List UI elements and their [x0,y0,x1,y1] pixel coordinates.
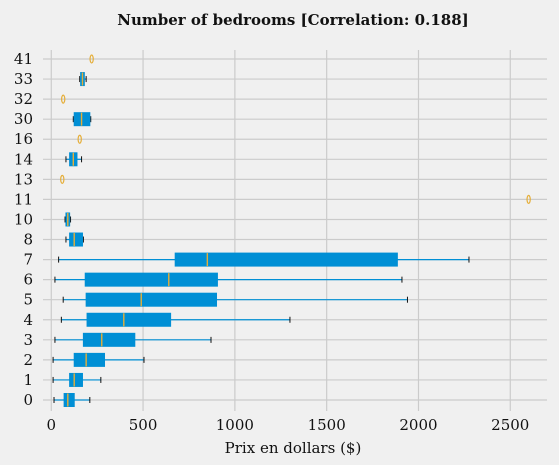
y-tick-label: 30 [14,110,33,128]
x-tick-label: 0 [46,416,56,434]
grid-lines [43,50,547,411]
x-tick-label: 1000 [216,416,254,434]
y-tick-label: 33 [14,70,33,88]
box-series [52,54,531,407]
box-iqr [63,393,75,407]
outlier-point [60,94,66,104]
outlier-point [77,134,82,144]
box-iqr [85,292,218,307]
y-tick-label: 1 [23,371,33,389]
box-iqr [69,232,83,247]
outlier-point [60,174,65,184]
y-tick-label: 10 [14,210,33,228]
y-tick-label: 13 [14,170,33,188]
x-tick-label: 2000 [399,416,437,434]
y-tick-label: 14 [14,150,33,168]
y-tick-label: 11 [14,190,33,208]
y-tick-label: 0 [23,391,33,409]
y-tick-label: 3 [23,331,33,349]
x-axis-label: Prix en dollars ($) [225,439,362,457]
y-tick-labels: 0 1 2 3 4 5 6 7 8 10 11 13 14 16 30 32 33 41 [14,50,33,409]
box-iqr [84,272,218,287]
y-tick-label: 2 [23,351,33,369]
box-iqr [69,372,83,387]
outlier-point [89,54,94,64]
y-tick-label: 32 [14,90,33,108]
y-tick-label: 8 [23,231,33,249]
box-iqr [174,252,398,267]
x-tick-label: 2500 [491,416,529,434]
outlier-point [526,194,531,205]
y-tick-label: 4 [23,311,33,329]
y-tick-label: 6 [23,271,33,289]
y-tick-label: 7 [23,251,33,269]
box-iqr [86,312,172,327]
box-iqr [82,332,136,347]
y-tick-label: 16 [14,130,33,148]
chart-title: Number of bedrooms [Correlation: 0.188] [117,11,468,29]
x-tick-label: 500 [129,416,158,434]
x-tick-label: 1500 [308,416,346,434]
box-iqr [73,352,106,367]
y-tick-label: 5 [23,291,33,309]
x-tick-labels: 0 500 1000 1500 2000 2500 [46,416,529,434]
y-tick-label: 41 [14,50,33,68]
